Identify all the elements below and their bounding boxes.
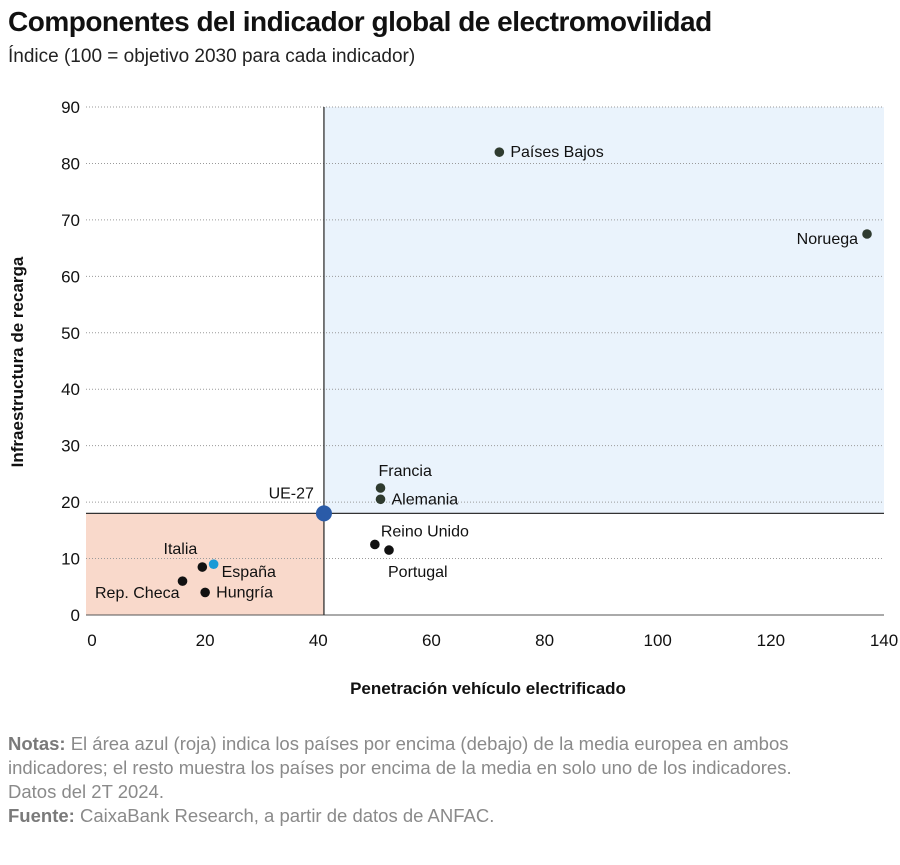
- reference-point: [315, 505, 332, 522]
- x-tick-label: 0: [87, 631, 96, 650]
- notes-label: Notas:: [8, 733, 66, 754]
- y-tick-label: 30: [61, 437, 80, 456]
- data-label: Noruega: [797, 231, 858, 248]
- x-tick-label: 40: [309, 631, 328, 650]
- chart-subtitle: Índice (100 = objetivo 2030 para cada in…: [8, 46, 416, 67]
- y-tick-label: 20: [61, 493, 80, 512]
- shaded-regions: [86, 107, 884, 615]
- x-tick-label: 120: [757, 631, 785, 650]
- notes-paragraph: Notas: El área azul (roja) indica los pa…: [8, 732, 808, 804]
- axis-ticks: 0 10 20 30 40 50 60 70 80 90 0 20 40 60 80 100 120 140: [61, 98, 898, 650]
- x-tick-label: 140: [870, 631, 898, 650]
- notes-block: Notas: El área azul (roja) indica los pa…: [8, 732, 808, 828]
- y-tick-label: 80: [61, 154, 80, 173]
- source-text: CaixaBank Research, a partir de datos de…: [74, 805, 495, 826]
- data-point: [384, 545, 394, 555]
- grid-lines: [86, 106, 884, 560]
- data-label: Italia: [164, 541, 198, 558]
- x-tick-label: 100: [644, 631, 672, 650]
- data-label: Portugal: [388, 564, 448, 581]
- data-label: Hungría: [216, 584, 273, 601]
- data-point: [370, 539, 380, 550]
- scatter-chart: 0 10 20 30 40 50 60 70 80 90 0 20 40 60 80 100 120 140 UE…: [8, 98, 898, 698]
- data-point: [200, 587, 210, 598]
- data-points: UE-27 Países Bajos Noruega Francia Alemania R…: [95, 144, 872, 602]
- data-point: [177, 576, 188, 586]
- data-label: Francia: [379, 463, 432, 480]
- y-tick-label: 70: [61, 211, 80, 230]
- data-label: España: [222, 564, 276, 581]
- data-point: [197, 562, 208, 572]
- data-point: [494, 147, 505, 157]
- source-label: Fuente:: [8, 805, 75, 826]
- data-label: Países Bajos: [510, 144, 603, 161]
- notes-text: El área azul (roja) indica los países po…: [8, 733, 792, 802]
- y-tick-label: 50: [61, 324, 80, 343]
- reference-label: UE-27: [269, 485, 314, 502]
- data-point: [375, 494, 386, 505]
- chart-title: Componentes del indicador global de elec…: [8, 6, 712, 37]
- data-point: [208, 559, 219, 569]
- y-tick-label: 0: [71, 606, 80, 625]
- x-tick-label: 20: [196, 631, 215, 650]
- x-tick-label: 80: [535, 631, 554, 650]
- y-tick-label: 90: [61, 98, 80, 117]
- data-label: Alemania: [392, 491, 459, 508]
- above-average-region: [323, 107, 884, 514]
- reference-lines: [86, 107, 884, 616]
- y-tick-label: 60: [61, 267, 80, 286]
- y-tick-label: 10: [61, 550, 80, 569]
- y-axis-label: Infraestructura de recarga: [8, 256, 27, 467]
- source-paragraph: Fuente: CaixaBank Research, a partir de …: [8, 804, 808, 828]
- data-label: Rep. Checa: [95, 585, 180, 602]
- y-tick-label: 40: [61, 380, 80, 399]
- data-label: Reino Unido: [381, 523, 469, 540]
- x-tick-label: 60: [422, 631, 441, 650]
- data-point: [862, 229, 872, 239]
- data-point: [375, 483, 386, 493]
- x-axis-label: Penetración vehículo electrificado: [350, 679, 626, 698]
